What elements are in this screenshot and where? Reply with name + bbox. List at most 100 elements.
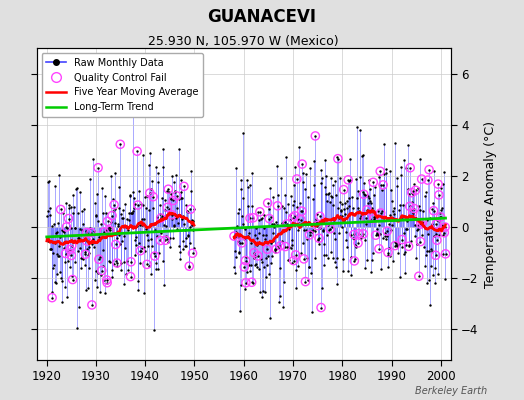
Point	[79, 256, 87, 262]
Point	[67, 204, 75, 210]
Point	[417, 221, 425, 227]
Point	[114, 205, 123, 211]
Point	[427, 246, 435, 252]
Point	[187, 188, 195, 194]
Point	[431, 252, 440, 258]
Point	[409, 210, 417, 216]
Point	[183, 208, 191, 214]
Point	[440, 168, 448, 175]
Point	[385, 244, 393, 251]
Point	[348, 235, 357, 242]
Point	[173, 220, 182, 226]
Point	[232, 164, 240, 171]
Point	[286, 217, 294, 223]
Title: 25.930 N, 105.970 W (Mexico): 25.930 N, 105.970 W (Mexico)	[148, 35, 339, 48]
Point	[439, 180, 447, 187]
Point	[358, 152, 367, 158]
Point	[358, 233, 366, 239]
Point	[373, 226, 381, 232]
Point	[318, 180, 326, 186]
Point	[118, 238, 126, 245]
Point	[289, 214, 297, 221]
Point	[157, 215, 165, 221]
Point	[61, 250, 70, 257]
Point	[106, 258, 115, 265]
Point	[410, 232, 419, 239]
Point	[50, 262, 58, 268]
Point	[297, 208, 305, 214]
Point	[100, 229, 108, 235]
Point	[244, 233, 252, 239]
Point	[66, 264, 74, 270]
Point	[386, 212, 394, 218]
Point	[72, 186, 80, 192]
Point	[370, 214, 379, 220]
Point	[327, 249, 335, 256]
Point	[113, 260, 121, 266]
Point	[393, 182, 401, 189]
Point	[318, 174, 326, 181]
Point	[350, 231, 358, 238]
Point	[138, 244, 147, 251]
Point	[87, 230, 95, 236]
Point	[182, 243, 191, 250]
Point	[298, 161, 307, 167]
Point	[396, 273, 405, 280]
Point	[135, 240, 143, 246]
Point	[315, 240, 324, 247]
Point	[149, 194, 157, 200]
Point	[106, 225, 114, 232]
Point	[173, 204, 181, 211]
Point	[74, 234, 83, 241]
Point	[434, 181, 442, 187]
Point	[344, 177, 352, 183]
Point	[88, 302, 96, 308]
Point	[112, 258, 121, 264]
Point	[45, 238, 53, 244]
Point	[139, 290, 148, 296]
Point	[399, 213, 407, 219]
Point	[276, 242, 285, 249]
Point	[136, 260, 144, 266]
Point	[265, 216, 274, 222]
Point	[117, 260, 125, 266]
Point	[166, 243, 174, 250]
Point	[105, 224, 113, 230]
Point	[48, 294, 56, 301]
Point	[334, 156, 342, 162]
Point	[403, 186, 412, 192]
Point	[97, 221, 105, 228]
Point	[260, 289, 269, 295]
Point	[303, 276, 312, 283]
Point	[82, 287, 90, 293]
Point	[101, 230, 110, 236]
Point	[266, 185, 274, 192]
Point	[281, 208, 290, 215]
Point	[293, 227, 302, 234]
Point	[390, 140, 399, 146]
Point	[319, 228, 328, 234]
Point	[350, 258, 358, 264]
Point	[67, 252, 75, 259]
Point	[112, 241, 120, 248]
Point	[249, 214, 257, 221]
Point	[266, 259, 275, 266]
Point	[381, 170, 390, 176]
Point	[148, 178, 156, 184]
Point	[125, 210, 134, 216]
Point	[237, 240, 246, 246]
Point	[118, 207, 127, 213]
Point	[379, 182, 387, 188]
Point	[121, 201, 129, 208]
Point	[408, 199, 417, 206]
Point	[395, 207, 403, 213]
Point	[413, 185, 422, 192]
Point	[170, 179, 179, 185]
Point	[303, 255, 311, 262]
Point	[341, 200, 350, 206]
Point	[384, 263, 392, 270]
Point	[391, 242, 399, 249]
Point	[78, 208, 86, 214]
Point	[128, 99, 137, 105]
Point	[56, 234, 64, 240]
